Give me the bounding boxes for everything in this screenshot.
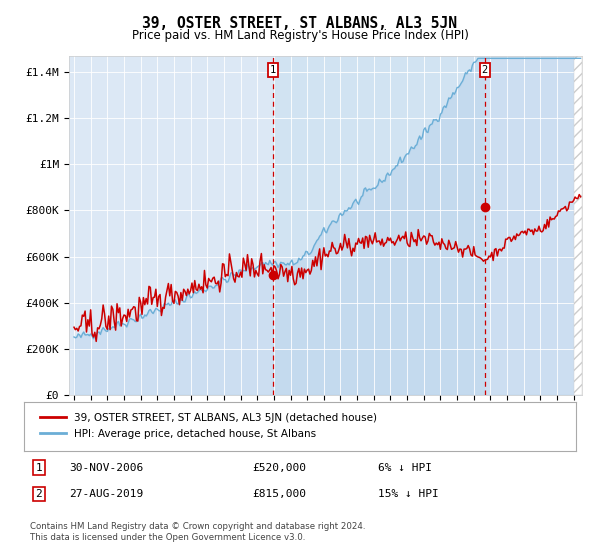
Legend: 39, OSTER STREET, ST ALBANS, AL3 5JN (detached house), HPI: Average price, detac: 39, OSTER STREET, ST ALBANS, AL3 5JN (de… xyxy=(35,408,383,445)
Text: 2: 2 xyxy=(481,65,488,75)
Text: 6% ↓ HPI: 6% ↓ HPI xyxy=(378,463,432,473)
Text: Price paid vs. HM Land Registry's House Price Index (HPI): Price paid vs. HM Land Registry's House … xyxy=(131,29,469,42)
Text: £815,000: £815,000 xyxy=(252,489,306,499)
Text: Contains HM Land Registry data © Crown copyright and database right 2024.: Contains HM Land Registry data © Crown c… xyxy=(30,522,365,531)
Text: 27-AUG-2019: 27-AUG-2019 xyxy=(69,489,143,499)
Text: 1: 1 xyxy=(35,463,43,473)
Text: 39, OSTER STREET, ST ALBANS, AL3 5JN: 39, OSTER STREET, ST ALBANS, AL3 5JN xyxy=(143,16,458,31)
Text: 2: 2 xyxy=(35,489,43,499)
Text: £520,000: £520,000 xyxy=(252,463,306,473)
Text: 1: 1 xyxy=(269,65,275,75)
Text: 30-NOV-2006: 30-NOV-2006 xyxy=(69,463,143,473)
Bar xyxy=(272,56,485,395)
Text: 15% ↓ HPI: 15% ↓ HPI xyxy=(378,489,439,499)
Text: This data is licensed under the Open Government Licence v3.0.: This data is licensed under the Open Gov… xyxy=(30,533,305,542)
